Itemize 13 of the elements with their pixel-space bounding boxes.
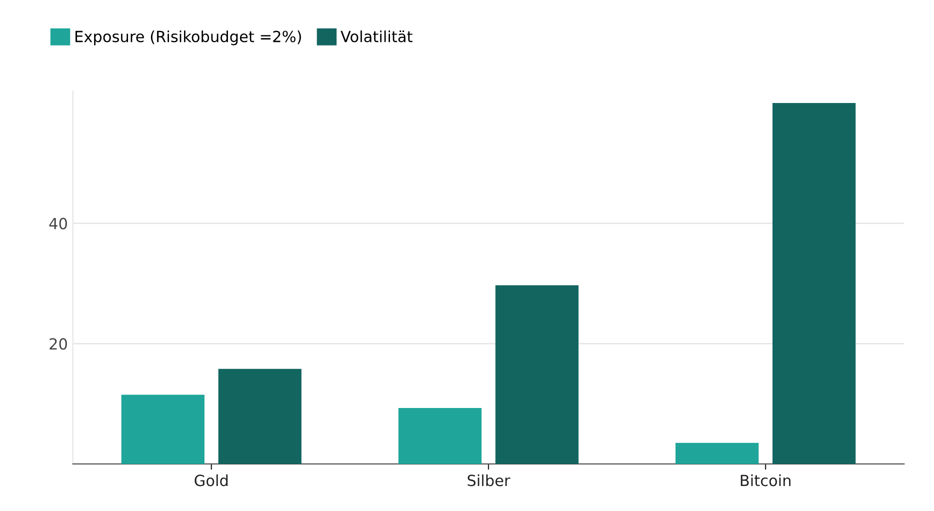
bar [772,102,856,464]
bar [398,408,482,464]
legend-label: Volatilität [340,30,412,42]
x-tick-label: Bitcoin [740,474,790,486]
x-tick-label: Silber [468,474,510,486]
x-tick-label: Gold [194,474,228,486]
bar [495,285,579,464]
y-tick-label: 40 [49,218,67,230]
bar [218,368,302,464]
y-tick-label: 20 [50,338,67,350]
bar [676,442,759,464]
bar [121,394,204,464]
legend-label: Exposure (Risikobudget =2%) [76,30,301,46]
